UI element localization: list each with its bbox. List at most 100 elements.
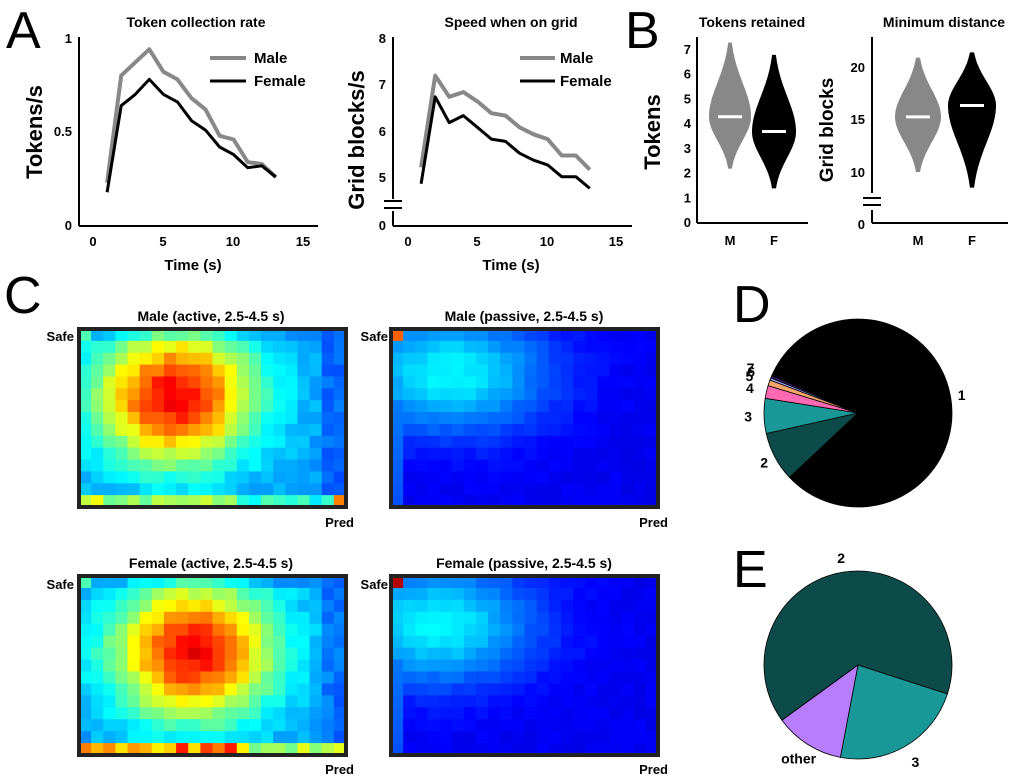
- heatmap-cell: [115, 352, 129, 366]
- heatmap-cell: [163, 459, 177, 472]
- heatmap-cell: [560, 376, 574, 389]
- heatmap-cell: [415, 495, 429, 508]
- heatmap-cell: [285, 388, 299, 401]
- heatmap-cell: [548, 623, 562, 637]
- heatmap-cell: [200, 459, 214, 472]
- heatmap-cell: [391, 400, 404, 413]
- heatmap-cell: [524, 611, 538, 625]
- heatmap-cell: [427, 340, 441, 354]
- heatmap-cell: [427, 659, 441, 673]
- heatmap-cell: [115, 576, 129, 589]
- heatmap-cell: [139, 719, 153, 732]
- heatmap-cell: [200, 352, 214, 366]
- heatmap-cell: [439, 400, 453, 413]
- heatmap-cell: [475, 376, 489, 389]
- heatmap-cell: [285, 364, 299, 378]
- heatmap-cell: [415, 364, 429, 378]
- x-tick-label: 5: [473, 234, 480, 249]
- heatmap-cell: [115, 587, 129, 601]
- heatmap-cell: [415, 719, 429, 732]
- heatmap-cell: [439, 659, 453, 673]
- legend-label-male: Male: [254, 50, 287, 67]
- heatmap-cell: [463, 329, 477, 342]
- heatmap-cell: [463, 376, 477, 389]
- heatmap-cell: [139, 707, 153, 720]
- heatmap-cell: [524, 412, 538, 425]
- heatmap-cell: [321, 576, 335, 589]
- heatmap-cell: [309, 412, 323, 425]
- heatmap-cell: [103, 611, 117, 625]
- heatmap-cell: [248, 364, 262, 378]
- heatmap-cell: [200, 576, 214, 589]
- heatmap-cell: [609, 659, 623, 673]
- heatmap-cell: [621, 376, 635, 389]
- heatmap-cell: [609, 423, 623, 437]
- heatmap-cell: [585, 707, 598, 720]
- heatmap-cell: [427, 683, 441, 696]
- heatmap-cell: [200, 447, 214, 461]
- heatmap-cell: [548, 423, 562, 437]
- heatmap-cell: [463, 731, 477, 744]
- heatmap-cell: [475, 683, 489, 696]
- heatmap-cell: [333, 671, 347, 684]
- heatmap-cell: [212, 435, 226, 449]
- heatmap-cell: [297, 743, 311, 756]
- heatmap-cell: [451, 623, 465, 637]
- heatmap-cell: [200, 412, 214, 425]
- heatmap-cell: [560, 423, 574, 437]
- x-tick-label: 5: [159, 234, 166, 249]
- heatmap-cell: [309, 695, 323, 708]
- heatmap-cell: [500, 364, 513, 378]
- heatmap-cell: [333, 388, 347, 401]
- heatmap-cell: [573, 659, 586, 673]
- heatmap-cell: [139, 695, 153, 708]
- heatmap-cell: [463, 364, 477, 378]
- heatmap-cell: [597, 471, 611, 484]
- heatmap-cell: [200, 623, 214, 637]
- heatmap-cell: [248, 587, 262, 601]
- heatmap-cell: [248, 743, 262, 756]
- heatmap-cell: [427, 671, 441, 684]
- heatmap-cell: [321, 695, 335, 708]
- heatmap-cell: [297, 707, 311, 720]
- heatmap-cell: [621, 743, 635, 756]
- heatmap-cell: [500, 495, 513, 508]
- heatmap-cell: [597, 683, 611, 696]
- heatmap-cell: [439, 576, 453, 589]
- heatmap-cell: [309, 459, 323, 472]
- heatmap-cell: [645, 352, 659, 366]
- heatmap-cell: [488, 412, 501, 425]
- heatmap-cell: [573, 587, 586, 601]
- heatmap-cell: [439, 743, 453, 756]
- heatmap-cell: [500, 447, 513, 461]
- heatmap-cell: [103, 447, 117, 461]
- heatmap-cell: [309, 388, 323, 401]
- heatmap-cell: [524, 376, 538, 389]
- heatmap-cell: [163, 659, 177, 673]
- heatmap-cell: [427, 611, 441, 625]
- y-axis-label: Tokens: [640, 94, 665, 169]
- heatmap-cell: [415, 599, 429, 613]
- y-axis-label: Grid blocks: [817, 78, 838, 183]
- heatmap-cell: [573, 611, 586, 625]
- heatmap-cell: [439, 611, 453, 625]
- heatmap-cell: [297, 400, 311, 413]
- heatmap-cell: [585, 659, 598, 673]
- speed-on-grid-chart: Speed when on grid 8 7 6 5 0 0 5 10 15 T…: [344, 14, 632, 274]
- heatmap-cell: [115, 495, 129, 508]
- heatmap-cell: [609, 731, 623, 744]
- heatmap-cell: [91, 329, 104, 342]
- heatmap-cell: [200, 647, 214, 661]
- heatmap-cell: [427, 495, 441, 508]
- heatmap-cell: [488, 623, 501, 637]
- heatmap-cell: [103, 400, 117, 413]
- heatmap-cell: [200, 659, 214, 673]
- heatmap-cell: [285, 599, 299, 613]
- heatmap-cell: [103, 483, 117, 496]
- heatmap-cell: [536, 611, 550, 625]
- heatmap-cell: [451, 743, 465, 756]
- heatmap-cell: [415, 576, 429, 589]
- heatmap-cell: [524, 340, 538, 354]
- heatmap-cell: [321, 340, 335, 354]
- heatmap-cell: [188, 683, 201, 696]
